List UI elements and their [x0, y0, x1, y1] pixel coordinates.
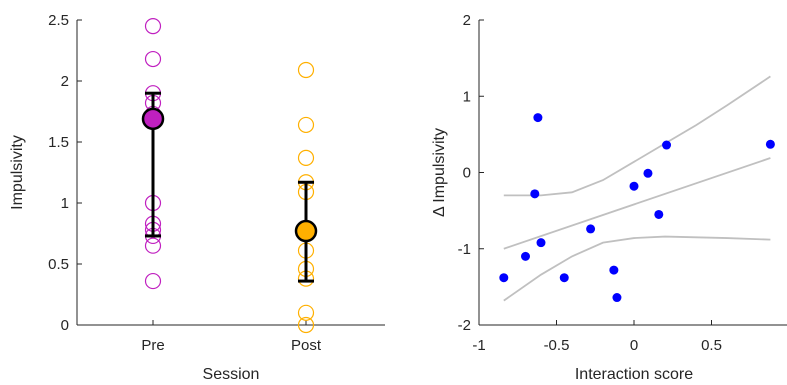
- interaction-x-tick-label: 0.5: [701, 337, 722, 354]
- session-point-post: [297, 116, 315, 134]
- session-x-tick-label: Pre: [141, 337, 164, 354]
- session-point-pre: [144, 50, 162, 68]
- session-mean-post: [294, 219, 318, 243]
- session-point-post: [297, 304, 315, 321]
- session-x-axis-label: Session: [203, 366, 260, 383]
- interaction-point: [586, 224, 596, 234]
- interaction-y-tick-label: 0: [463, 165, 471, 182]
- interaction-ci-upper-line: [503, 75, 771, 197]
- session-y-tick-label: 2: [61, 73, 69, 90]
- session-point-pre: [144, 18, 162, 35]
- interaction-y-axis-label: Δ Impulsivity: [431, 128, 448, 217]
- session-y-tick-label: 2.5: [48, 12, 69, 29]
- session-point-post: [297, 61, 315, 79]
- interaction-y-tick-label: 1: [463, 88, 471, 105]
- interaction-point: [629, 181, 639, 191]
- session-point-pre: [144, 237, 162, 254]
- session-x-tick-label: Post: [291, 337, 322, 354]
- session-y-axis-label: Impulsivity: [9, 135, 26, 210]
- interaction-point: [643, 168, 653, 178]
- interaction-point: [499, 273, 509, 283]
- interaction-point: [654, 209, 664, 219]
- session-point-pre: [144, 272, 162, 290]
- session-chart-axes: 0 0.5 1 1.5 2 2.5 Pre Post: [48, 12, 385, 354]
- interaction-point: [536, 238, 546, 248]
- interaction-fit-line: [503, 157, 771, 250]
- interaction-point: [662, 140, 672, 150]
- interaction-point: [609, 265, 619, 275]
- interaction-x-tick-label: -0.5: [544, 337, 570, 354]
- interaction-point: [559, 273, 569, 283]
- session-point-post: [297, 316, 315, 334]
- session-point-post: [297, 149, 315, 166]
- interaction-y-tick-label: -2: [458, 317, 471, 334]
- interaction-point: [612, 293, 622, 303]
- interaction-point: [530, 189, 540, 199]
- interaction-x-axis-label: Interaction score: [575, 366, 693, 383]
- session-y-tick-label: 0: [61, 317, 69, 334]
- interaction-point: [765, 139, 775, 149]
- interaction-point: [533, 113, 543, 123]
- session-chart-marks: [141, 18, 318, 334]
- interaction-x-tick-label: 0: [630, 337, 638, 354]
- session-y-tick-label: 1: [61, 195, 69, 212]
- session-mean-pre: [141, 107, 165, 131]
- session-y-tick-label: 0.5: [48, 256, 69, 273]
- interaction-y-tick-label: 2: [463, 12, 471, 29]
- session-chart: 0 0.5 1 1.5 2 2.5 Pre Post Session Impulsivity: [9, 12, 385, 383]
- interaction-point: [521, 251, 530, 261]
- session-y-tick-label: 1.5: [48, 134, 69, 151]
- interaction-ci-lower-line: [503, 235, 771, 302]
- interaction-y-tick-label: -1: [458, 241, 471, 258]
- interaction-chart-marks: [499, 75, 775, 303]
- interaction-x-tick-label: -1: [472, 337, 485, 354]
